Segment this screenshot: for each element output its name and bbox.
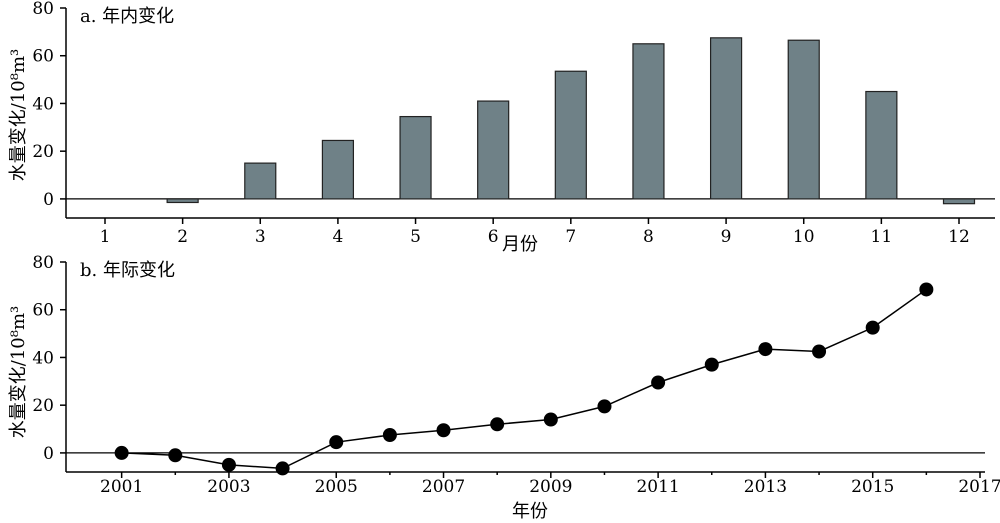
point-2015 bbox=[865, 320, 880, 335]
panel-b-x-axis-title: 年份 bbox=[512, 501, 548, 522]
panel-a-y-tick-label: 40 bbox=[32, 94, 54, 114]
bar-month-11 bbox=[865, 90, 898, 200]
panel-b-title: b. 年际变化 bbox=[80, 260, 175, 281]
panel-b-y-tick-label: 20 bbox=[32, 396, 54, 416]
bar-month-6 bbox=[477, 100, 510, 200]
point-2011 bbox=[651, 375, 666, 390]
panel-a-x-tick-label: 4 bbox=[332, 227, 343, 247]
bar-month-5 bbox=[399, 115, 432, 200]
panel-b-x-tick-label: 2009 bbox=[529, 477, 572, 497]
panel-b-y-axis-title: 水量变化/10⁸m³ bbox=[8, 306, 29, 438]
panel-b-y-tick-label: 0 bbox=[43, 444, 54, 464]
panel-a-y-tick-label: 80 bbox=[32, 0, 54, 19]
point-2008 bbox=[490, 417, 505, 432]
point-2003 bbox=[221, 457, 236, 472]
panel-b-x-tick-label: 2001 bbox=[100, 477, 143, 497]
panel-a-x-tick-label: 11 bbox=[871, 227, 893, 247]
point-2016 bbox=[919, 282, 934, 297]
point-2014 bbox=[812, 344, 827, 359]
panel-a-x-axis-title: 月份 bbox=[502, 234, 538, 255]
panel-b-y-tick-label: 60 bbox=[32, 301, 54, 321]
panel-b-axes: 0 20 40 60 80 2001 2003 2005 2007 2009 2011 2013 201… bbox=[32, 253, 1000, 497]
point-2004 bbox=[275, 461, 290, 476]
panel-b-x-tick-label: 2015 bbox=[851, 477, 894, 497]
panel-a-y-tick-label: 0 bbox=[43, 190, 54, 210]
panel-a-x-tick-label: 12 bbox=[948, 227, 970, 247]
panel-a-title: a. 年内变化 bbox=[80, 6, 174, 27]
panel-a-x-tick-label: 7 bbox=[565, 227, 576, 247]
panel-a-x-tick-label: 6 bbox=[488, 227, 499, 247]
panel-a-x-tick-label: 9 bbox=[721, 227, 732, 247]
bar-month-4 bbox=[321, 139, 355, 200]
series-line bbox=[121, 288, 927, 470]
panel-a-x-tick-label: 5 bbox=[410, 227, 421, 247]
point-2012 bbox=[704, 357, 719, 372]
panel-b-y-tick-label: 80 bbox=[32, 253, 54, 273]
point-2006 bbox=[382, 428, 397, 443]
panel-b-x-tick-label: 2005 bbox=[315, 477, 358, 497]
panel-a-bars bbox=[166, 37, 976, 205]
point-2002 bbox=[168, 448, 183, 463]
panel-a-x-tick-label: 10 bbox=[793, 227, 815, 247]
panel-b-y-tick-label: 40 bbox=[32, 348, 54, 368]
bar-month-9 bbox=[709, 37, 743, 200]
bar-month-7 bbox=[554, 70, 587, 200]
panel-b-x-tick-label: 2017 bbox=[958, 477, 1000, 497]
panel-a-x-tick-label: 3 bbox=[255, 227, 266, 247]
bar-month-8 bbox=[632, 43, 665, 200]
panel-a-y-tick-label: 20 bbox=[32, 142, 54, 162]
point-2005 bbox=[329, 435, 344, 450]
point-2013 bbox=[758, 342, 773, 357]
point-2001 bbox=[114, 445, 129, 460]
point-2010 bbox=[597, 399, 612, 414]
panel-b-x-tick-label: 2003 bbox=[207, 477, 250, 497]
bar-month-2 bbox=[166, 198, 199, 204]
panel-a-x-tick-label: 2 bbox=[177, 227, 188, 247]
panel-b-series bbox=[114, 282, 934, 476]
bar-month-12 bbox=[942, 198, 976, 205]
panel-a-y-tick-label: 60 bbox=[32, 47, 54, 67]
bar-month-3 bbox=[244, 162, 277, 200]
panel-a-x-tick-label: 1 bbox=[100, 227, 111, 247]
panel-b-line-chart: b. 年际变化 水量变化/10⁸m³ 年份 0 20 40 60 80 2001 2003 2… bbox=[8, 253, 1000, 522]
panel-b-x-tick-label: 2013 bbox=[744, 477, 787, 497]
panel-b-x-tick-label: 2007 bbox=[422, 477, 465, 497]
panel-a-y-axis-title: 水量变化/10⁸m³ bbox=[8, 49, 29, 181]
panel-a-x-tick-label: 8 bbox=[643, 227, 654, 247]
point-2007 bbox=[436, 423, 451, 438]
bar-month-10 bbox=[787, 39, 820, 200]
point-2009 bbox=[543, 412, 558, 427]
panel-b-x-tick-label: 2011 bbox=[636, 477, 679, 497]
